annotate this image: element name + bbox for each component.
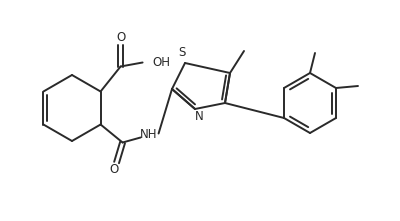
Text: OH: OH [152,56,170,69]
Text: NH: NH [140,128,157,141]
Text: N: N [195,110,203,124]
Text: O: O [109,163,118,176]
Text: O: O [116,31,125,44]
Text: S: S [178,46,186,59]
